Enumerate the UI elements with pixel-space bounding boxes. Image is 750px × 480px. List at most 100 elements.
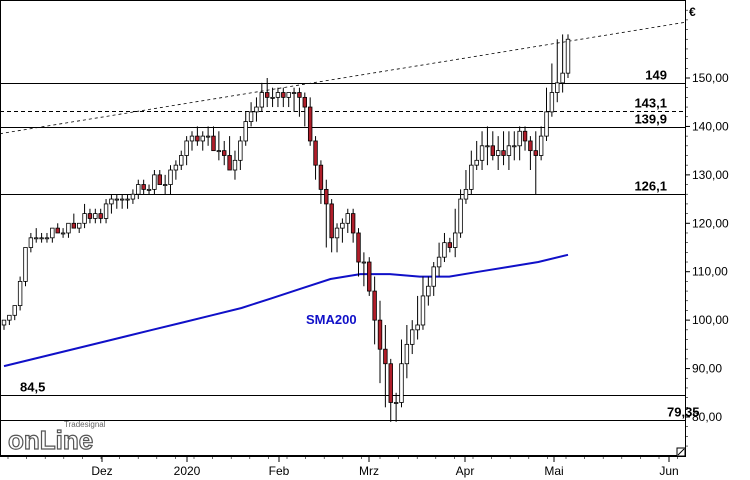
candle-down [307, 106, 313, 142]
y-tick-label: 130,00 [692, 168, 729, 182]
candle-up [23, 247, 28, 282]
y-tick-label: 140,00 [692, 119, 729, 133]
candle-down [356, 232, 361, 263]
candle-up [393, 402, 399, 404]
candle-up [248, 111, 254, 122]
candle-up [130, 193, 136, 200]
y-tick-label: 100,00 [692, 313, 729, 327]
candle-up [254, 106, 259, 113]
candle-up [39, 237, 44, 240]
level-label: 149 [645, 68, 667, 83]
y-tick-label: 150,00 [692, 71, 729, 85]
candle-up [162, 184, 168, 186]
candle-up [560, 72, 565, 84]
candle-up [200, 135, 205, 142]
candle-up [286, 92, 291, 98]
candle-up [205, 135, 211, 138]
level-label: 79,35 [667, 405, 700, 420]
candle-up [152, 174, 157, 190]
candle-up [125, 198, 130, 201]
candle-up [34, 237, 39, 240]
x-tick-label: Mai [544, 464, 563, 478]
candle-up [404, 343, 410, 365]
candle-up [77, 222, 82, 229]
candle-down [528, 140, 533, 152]
candle-down [522, 130, 528, 142]
horizontal-levels [0, 83, 685, 421]
candle-down [501, 150, 506, 156]
candle-up [458, 198, 463, 234]
candle-down [447, 242, 453, 248]
candle-down [211, 135, 216, 152]
candle-up [452, 232, 458, 248]
x-tick-label: Feb [269, 464, 290, 478]
candle-up [495, 150, 501, 156]
candle-up [463, 188, 469, 200]
candle-up [60, 232, 66, 235]
candle-up [17, 280, 23, 307]
candle-up [82, 213, 87, 224]
candle-down [71, 222, 77, 229]
candle-down [195, 135, 200, 142]
candle-down [383, 348, 388, 365]
candle-down [313, 140, 318, 166]
candle-up [259, 92, 265, 108]
candle-up [216, 150, 222, 153]
x-tick-label: 2020 [174, 464, 201, 478]
level-label: 139,9 [634, 112, 667, 127]
candle-up [420, 295, 426, 326]
candle-down [350, 213, 356, 234]
candle-up [275, 92, 281, 98]
candle-down [98, 213, 103, 219]
sma-group: SMA200 [3, 253, 569, 368]
candle-up [28, 237, 34, 248]
candle-down [329, 203, 334, 239]
candle-down [377, 319, 383, 350]
candle-down [141, 184, 146, 190]
candle-up [512, 145, 517, 148]
resize-grip-icon[interactable] [676, 447, 686, 457]
candle-up [179, 155, 184, 166]
candle-down [533, 150, 538, 156]
candle-up [119, 198, 125, 201]
sma200-line [3, 253, 569, 368]
y-tick-label: 120,00 [692, 216, 729, 230]
candle-down [281, 92, 286, 98]
y-tick-label: 80,00 [692, 410, 722, 424]
candle-up [506, 145, 512, 156]
level-label: 126,1 [634, 179, 667, 194]
candle-up [479, 145, 485, 161]
candle-down [490, 145, 495, 156]
level-label: 84,5 [20, 380, 45, 395]
x-tick-label: Jun [659, 464, 678, 478]
trendline-group [0, 21, 686, 135]
candle-up [109, 198, 114, 205]
candle-up [538, 135, 544, 156]
y-tick-label: 110,00 [692, 265, 728, 279]
candle-up [12, 305, 17, 316]
candle-up [103, 203, 109, 219]
candle-down [388, 363, 393, 403]
candle-up [436, 256, 442, 268]
candle-up [485, 145, 490, 148]
sma200-label: SMA200 [306, 312, 357, 327]
candle-up [93, 213, 98, 219]
candle-up [334, 227, 340, 239]
candle-up [7, 314, 12, 321]
y-axis: 80,00 90,00 100,00 110,00 120,00 130,00 140,00… [685, 9, 729, 447]
candle-up [345, 213, 350, 224]
candle-down [318, 164, 324, 190]
candle-up [442, 242, 447, 258]
candle-up [340, 222, 345, 229]
candle-up [232, 159, 238, 171]
candle-up [291, 92, 297, 94]
candle-up [565, 38, 571, 74]
candle-down [367, 261, 372, 292]
candle-up [415, 324, 420, 331]
candle-up [66, 222, 71, 234]
x-tick-label: Apr [456, 464, 475, 478]
candle-up [189, 135, 195, 142]
candle-up [474, 159, 479, 166]
y-tick-label: 90,00 [692, 362, 722, 376]
x-tick-label: Mrz [359, 464, 379, 478]
